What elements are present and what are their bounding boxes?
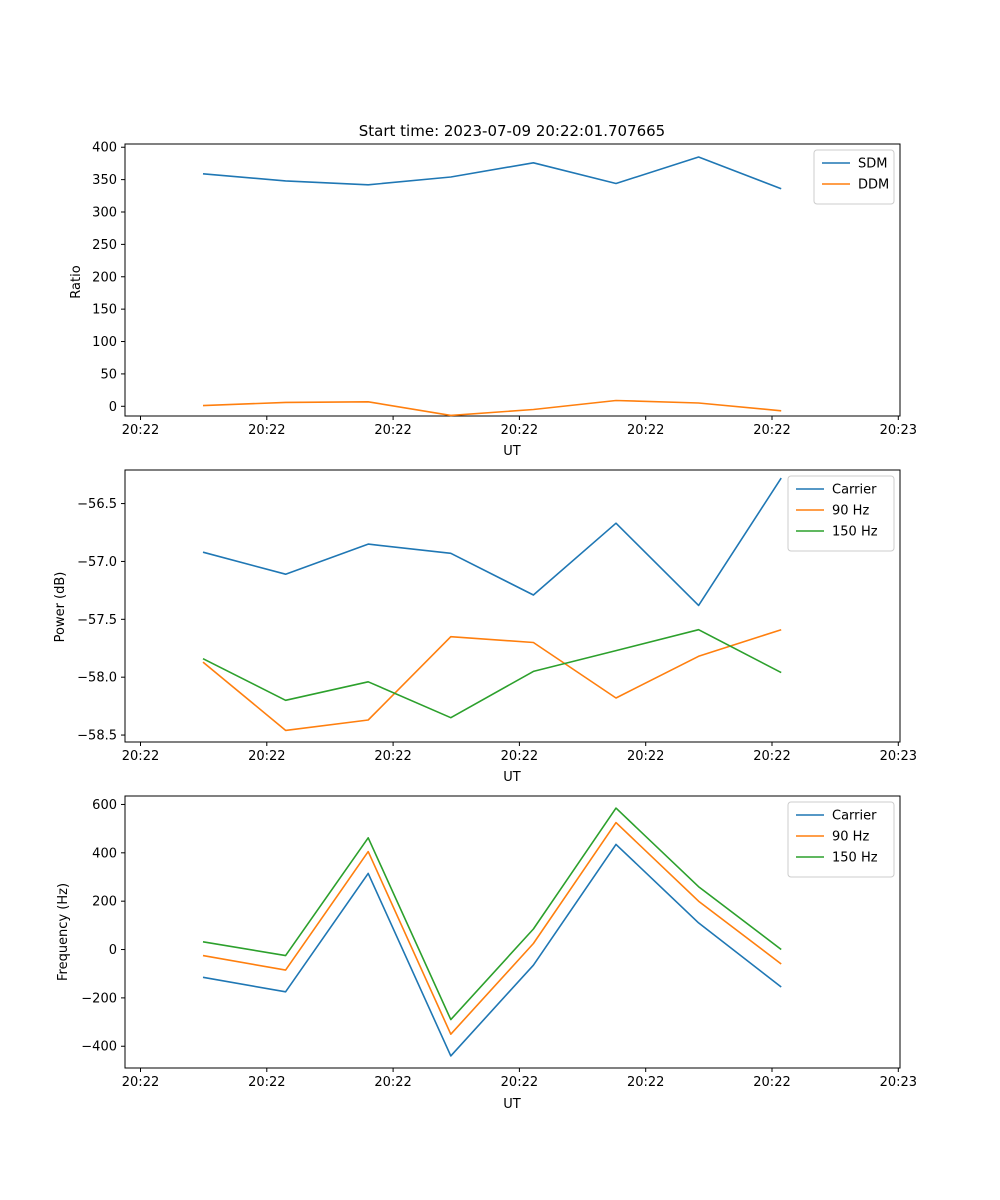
y-tick-label: −56.5 — [77, 497, 117, 512]
series-line-carrier — [202, 477, 782, 607]
x-tick-label: 20:22 — [627, 423, 664, 438]
x-tick-label: 20:22 — [248, 1075, 285, 1090]
x-tick-label: 20:22 — [753, 749, 790, 764]
x-tick-label: 20:22 — [501, 1075, 538, 1090]
plot-area — [124, 143, 901, 417]
x-axis-label: UT — [503, 444, 521, 459]
series-group — [202, 477, 782, 732]
x-tick-label: 20:22 — [122, 423, 159, 438]
y-tick-label: 200 — [92, 895, 117, 910]
series-line-150-hz — [202, 807, 782, 1021]
chart-frequency: UT Frequency (Hz) 20:22 20:22 20:22 20:22 20… — [56, 795, 917, 1112]
y-tick-label: 200 — [92, 270, 117, 285]
y-tick-label: 0 — [109, 400, 117, 415]
x-tick-label: 20:22 — [501, 749, 538, 764]
chart-power: UT Power (dB) 20:22 20:22 20:22 20:22 20:22 2… — [53, 469, 917, 785]
x-tick-label: 20:22 — [374, 1075, 411, 1090]
legend: SDM DDM — [813, 149, 895, 205]
x-tick-label: 20:23 — [880, 423, 917, 438]
y-tick-label: −58.0 — [77, 671, 117, 686]
series-group — [202, 807, 782, 1057]
x-axis-label: UT — [503, 770, 521, 785]
tick-group: 20:22 20:22 20:22 20:22 20:22 20:22 20:23 −56.5… — [77, 497, 917, 764]
x-tick-label: 20:22 — [122, 749, 159, 764]
x-tick-label: 20:22 — [122, 1075, 159, 1090]
y-tick-label: −57.5 — [77, 613, 117, 628]
series-line-90-hz — [202, 628, 782, 732]
x-tick-label: 20:22 — [627, 749, 664, 764]
series-line-sdm — [202, 156, 782, 190]
x-tick-label: 20:22 — [248, 749, 285, 764]
y-axis-label: Frequency (Hz) — [56, 883, 71, 981]
plot-area — [124, 795, 901, 1069]
y-axis-label: Ratio — [69, 265, 84, 298]
legend-label: 90 Hz — [832, 504, 869, 519]
x-axis-label: UT — [503, 1097, 521, 1112]
y-tick-label: −400 — [81, 1040, 117, 1055]
x-tick-label: 20:22 — [753, 423, 790, 438]
x-tick-label: 20:23 — [880, 1075, 917, 1090]
legend-label: 150 Hz — [832, 851, 878, 866]
series-line-carrier — [202, 843, 782, 1057]
chart-ratio: UT Ratio 20:22 20:22 20:22 20:22 20:22 20:22 2… — [69, 141, 917, 459]
legend-label: 150 Hz — [832, 525, 878, 540]
legend-box — [787, 475, 895, 552]
y-tick-label: 250 — [92, 238, 117, 253]
y-tick-label: 400 — [92, 141, 117, 156]
legend-label: Carrier — [832, 809, 877, 824]
legend-label: DDM — [858, 178, 889, 193]
x-tick-label: 20:22 — [501, 423, 538, 438]
x-tick-label: 20:23 — [880, 749, 917, 764]
legend-label: Carrier — [832, 483, 877, 498]
series-line-ddm — [202, 399, 782, 417]
series-group — [202, 156, 782, 417]
y-tick-label: 350 — [92, 173, 117, 188]
x-tick-label: 20:22 — [374, 423, 411, 438]
y-tick-label: 100 — [92, 335, 117, 350]
y-tick-label: 600 — [92, 798, 117, 813]
series-line-150-hz — [202, 628, 782, 719]
y-tick-label: −58.5 — [77, 729, 117, 744]
legend-label: 90 Hz — [832, 830, 869, 845]
series-line-90-hz — [202, 821, 782, 1035]
legend: Carrier 90 Hz 150 Hz — [787, 475, 895, 552]
x-tick-label: 20:22 — [248, 423, 285, 438]
y-tick-label: −200 — [81, 991, 117, 1006]
tick-group: 20:22 20:22 20:22 20:22 20:22 20:22 20:23 600 40… — [81, 798, 917, 1090]
y-tick-label: −57.0 — [77, 555, 117, 570]
plot-area — [124, 469, 901, 743]
legend-label: SDM — [858, 157, 887, 172]
y-tick-label: 400 — [92, 846, 117, 861]
y-tick-label: 50 — [100, 367, 117, 382]
x-tick-label: 20:22 — [374, 749, 411, 764]
y-tick-label: 150 — [92, 303, 117, 318]
legend: Carrier 90 Hz 150 Hz — [787, 801, 895, 878]
tick-group: 20:22 20:22 20:22 20:22 20:22 20:22 20:23 0 50 10… — [92, 141, 917, 438]
y-tick-label: 0 — [109, 943, 117, 958]
legend-box — [787, 801, 895, 878]
x-tick-label: 20:22 — [753, 1075, 790, 1090]
figure-title: Start time: 2023-07-09 20:22:01.707665 — [359, 122, 665, 140]
x-tick-label: 20:22 — [627, 1075, 664, 1090]
y-axis-label: Power (dB) — [53, 572, 68, 643]
y-tick-label: 300 — [92, 206, 117, 221]
